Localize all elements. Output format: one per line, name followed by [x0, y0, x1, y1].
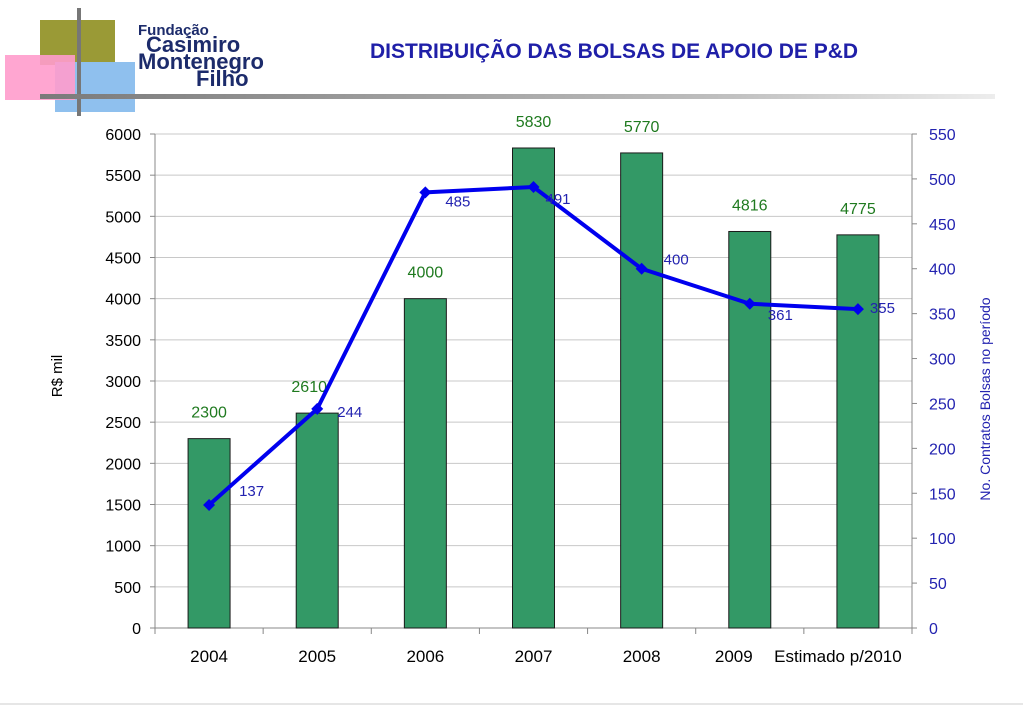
right-axis-title: No. Contratos Bolsas no período [977, 297, 993, 500]
right-axis-tick-label: 550 [929, 127, 956, 144]
bar [836, 234, 880, 629]
line-value-label: 491 [546, 191, 571, 208]
left-axis-tick-label: 4500 [105, 251, 141, 268]
left-axis-tick-label: 2000 [105, 456, 141, 473]
bar-value-label: 2610 [291, 379, 327, 396]
bar [512, 147, 555, 629]
logo-text-casimiro: Casimiro [146, 32, 241, 57]
line-point-marker [851, 303, 864, 316]
x-category-label: 2006 [406, 647, 444, 666]
left-axis-tick-label: 500 [114, 580, 141, 597]
right-axis-tick-label: 50 [929, 576, 947, 593]
x-category-label: 2005 [298, 647, 336, 666]
logo-pink-square [5, 55, 75, 100]
line-point-marker [527, 180, 540, 193]
bar-value-label: 5770 [624, 119, 660, 136]
footer-rule [0, 703, 1023, 705]
line-point-marker [635, 262, 648, 275]
left-axis-tick-label: 6000 [105, 127, 141, 144]
bar-value-label: 4816 [732, 197, 768, 214]
bar-value-label: 2300 [191, 405, 227, 422]
x-category-label: 2009 [715, 647, 753, 666]
left-axis-tick-label: 1000 [105, 539, 141, 556]
left-axis-tick-label: 1500 [105, 498, 141, 515]
line-point-marker [743, 297, 756, 310]
left-axis-tick-label: 3000 [105, 374, 141, 391]
logo-text-fundacao: Fundação [138, 22, 209, 39]
bar-value-label: 5830 [516, 114, 552, 131]
logo-vertical-line [77, 8, 81, 116]
bar [403, 298, 447, 629]
logo-text-montenegro: Montenegro [138, 49, 264, 74]
bar [728, 230, 772, 629]
slide-title: DISTRIBUIÇÃO DAS BOLSAS DE APOIO DE P&D [370, 40, 859, 63]
right-axis-tick-label: 0 [929, 621, 938, 638]
left-axis-tick-label: 5000 [105, 209, 141, 226]
right-axis-tick-label: 250 [929, 396, 956, 413]
right-axis-tick-label: 300 [929, 352, 956, 369]
line-value-label: 485 [445, 193, 470, 210]
logo-decoration [5, 8, 135, 116]
logo-text-filho: Filho [196, 66, 249, 91]
left-axis-tick-label: 2500 [105, 415, 141, 432]
left-axis-tick-label: 4000 [105, 292, 141, 309]
line-point-marker [419, 186, 432, 199]
line-value-label: 137 [239, 483, 264, 500]
right-axis-tick-label: 350 [929, 307, 956, 324]
left-axis-tick-label: 5500 [105, 168, 141, 185]
bar [187, 438, 231, 629]
left-axis-tick-label: 0 [132, 621, 141, 638]
right-axis-tick-label: 100 [929, 531, 956, 548]
line-point-marker [311, 402, 324, 415]
line-value-label: 244 [337, 404, 362, 421]
right-axis-tick-label: 200 [929, 441, 956, 458]
bar-value-label: 4775 [840, 201, 876, 218]
line-point-marker [203, 498, 216, 511]
line-value-label: 355 [870, 300, 895, 317]
x-category-label: Estimado p/2010 [774, 647, 902, 666]
right-axis-tick-label: 450 [929, 217, 956, 234]
right-axis-tick-label: 150 [929, 486, 956, 503]
bar [620, 152, 664, 629]
x-category-label: 2004 [190, 647, 228, 666]
bar [295, 412, 339, 629]
x-category-label: 2007 [515, 647, 553, 666]
line-value-label: 361 [768, 307, 793, 324]
x-category-label: 2008 [623, 647, 661, 666]
line-value-label: 400 [664, 252, 689, 269]
right-axis-tick-label: 500 [929, 172, 956, 189]
left-axis-tick-label: 3500 [105, 333, 141, 350]
left-axis-title: R$ mil [49, 355, 66, 398]
bar-value-label: 4000 [408, 265, 444, 282]
right-axis-tick-label: 400 [929, 262, 956, 279]
header-rule [40, 94, 995, 99]
